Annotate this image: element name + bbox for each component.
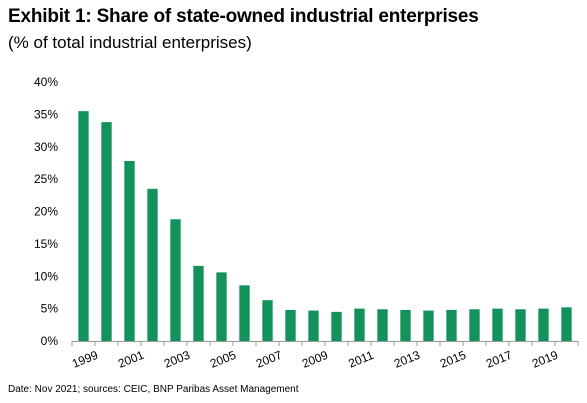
y-tick-label: 40%: [34, 75, 58, 89]
bar-2014: [423, 310, 434, 341]
bar-2013: [400, 309, 411, 341]
y-tick-label: 5%: [41, 302, 59, 316]
bar-2002: [147, 188, 158, 341]
y-tick-label: 15%: [34, 237, 58, 251]
x-tick-label: 2011: [346, 348, 375, 371]
bar-1999: [78, 111, 89, 341]
x-tick-label: 2009: [300, 348, 330, 371]
x-tick-label: 2001: [116, 348, 146, 371]
bar-2003: [170, 219, 181, 341]
y-tick-label: 10%: [34, 269, 58, 283]
bar-2008: [285, 309, 296, 341]
y-tick-label: 30%: [34, 140, 58, 154]
x-tick-label: 2017: [484, 348, 514, 371]
chart-title: Exhibit 1: Share of state-owned industri…: [8, 6, 479, 27]
x-tick-label: 1999: [70, 348, 100, 371]
bar-2010: [331, 311, 342, 341]
bar-2017: [492, 308, 503, 341]
x-tick-label: 2015: [438, 348, 468, 371]
bar-2000: [101, 122, 112, 342]
bar-2009: [308, 310, 319, 341]
bar-2011: [354, 308, 365, 341]
x-tick-label: 2013: [392, 348, 422, 371]
y-tick-label: 35%: [34, 107, 58, 121]
bar-2007: [262, 300, 273, 341]
x-tick-label: 2005: [208, 348, 238, 371]
bar-2012: [377, 309, 388, 341]
bar-2018: [515, 309, 526, 341]
x-tick-label: 2003: [162, 348, 192, 371]
bar-2020: [561, 307, 572, 341]
y-tick-label: 25%: [34, 172, 58, 186]
chart-subtitle: (% of total industrial enterprises): [8, 33, 252, 52]
bar-2001: [124, 160, 135, 341]
bar-2015: [446, 309, 457, 341]
y-tick-label: 20%: [34, 205, 58, 219]
source-note: Date: Nov 2021; sources: CEIC, BNP Parib…: [8, 384, 299, 395]
x-tick-label: 2007: [254, 348, 284, 371]
x-tick-label: 2019: [530, 348, 560, 371]
bar-2006: [239, 285, 250, 341]
y-tick-label: 0%: [41, 334, 59, 348]
bar-2016: [469, 309, 480, 341]
bar-2004: [193, 265, 204, 341]
bar-2005: [216, 272, 227, 341]
bar-2019: [538, 308, 549, 341]
